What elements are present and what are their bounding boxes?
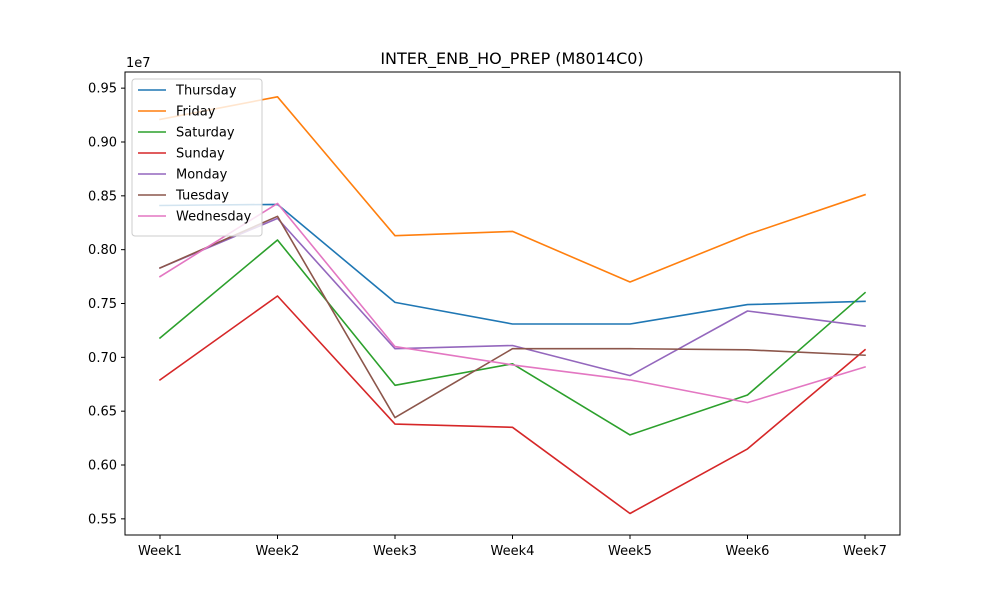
x-tick-label: Week4 [491, 544, 535, 559]
y-axis: 0.55 0.60 0.65 0.70 0.75 0.80 0.85 0.90 0.95 [88, 82, 125, 527]
y-tick-label: 0.75 [88, 297, 117, 312]
x-tick-label: Week3 [373, 544, 417, 559]
series-line-sunday [158, 295, 867, 515]
y-tick-label: 0.65 [88, 405, 117, 420]
series-line-saturday [158, 239, 867, 436]
chart-title: INTER_ENB_HO_PREP (M8014C0) [380, 49, 643, 69]
y-axis-offset-label: 1e7 [126, 56, 151, 71]
y-tick-label: 0.60 [88, 459, 117, 474]
legend-label: Monday [176, 168, 228, 183]
legend-label: Saturday [176, 126, 235, 141]
y-tick-label: 0.85 [88, 189, 117, 204]
y-tick-label: 0.95 [88, 82, 117, 97]
legend-label: Thursday [175, 84, 237, 99]
y-tick-label: 0.55 [88, 512, 117, 527]
legend-label: Friday [176, 105, 216, 120]
series-line-friday [159, 96, 867, 283]
legend-label: Tuesday [175, 189, 229, 204]
y-tick-label: 0.70 [88, 351, 117, 366]
x-tick-label: Week1 [138, 544, 182, 559]
series-line-tuesday [158, 215, 866, 419]
legend-box [131, 78, 263, 237]
x-axis: Week1 Week2 Week3 Week4 Week5 Week6 Week7 [138, 535, 887, 559]
legend-label: Sunday [176, 147, 225, 162]
series-line-wednesday [158, 202, 866, 404]
y-tick-label: 0.80 [88, 243, 117, 258]
x-tick-label: Week5 [608, 544, 652, 559]
x-tick-label: Week2 [256, 544, 300, 559]
series-lines [158, 96, 867, 515]
y-tick-label: 0.90 [88, 135, 117, 150]
legend-label: Wednesday [176, 210, 252, 225]
x-tick-label: Week7 [843, 544, 887, 559]
legend: Thursday Friday Saturday Sunday Monday Tuesda… [131, 78, 263, 237]
x-tick-label: Week6 [726, 544, 770, 559]
series-line-monday [158, 217, 866, 377]
